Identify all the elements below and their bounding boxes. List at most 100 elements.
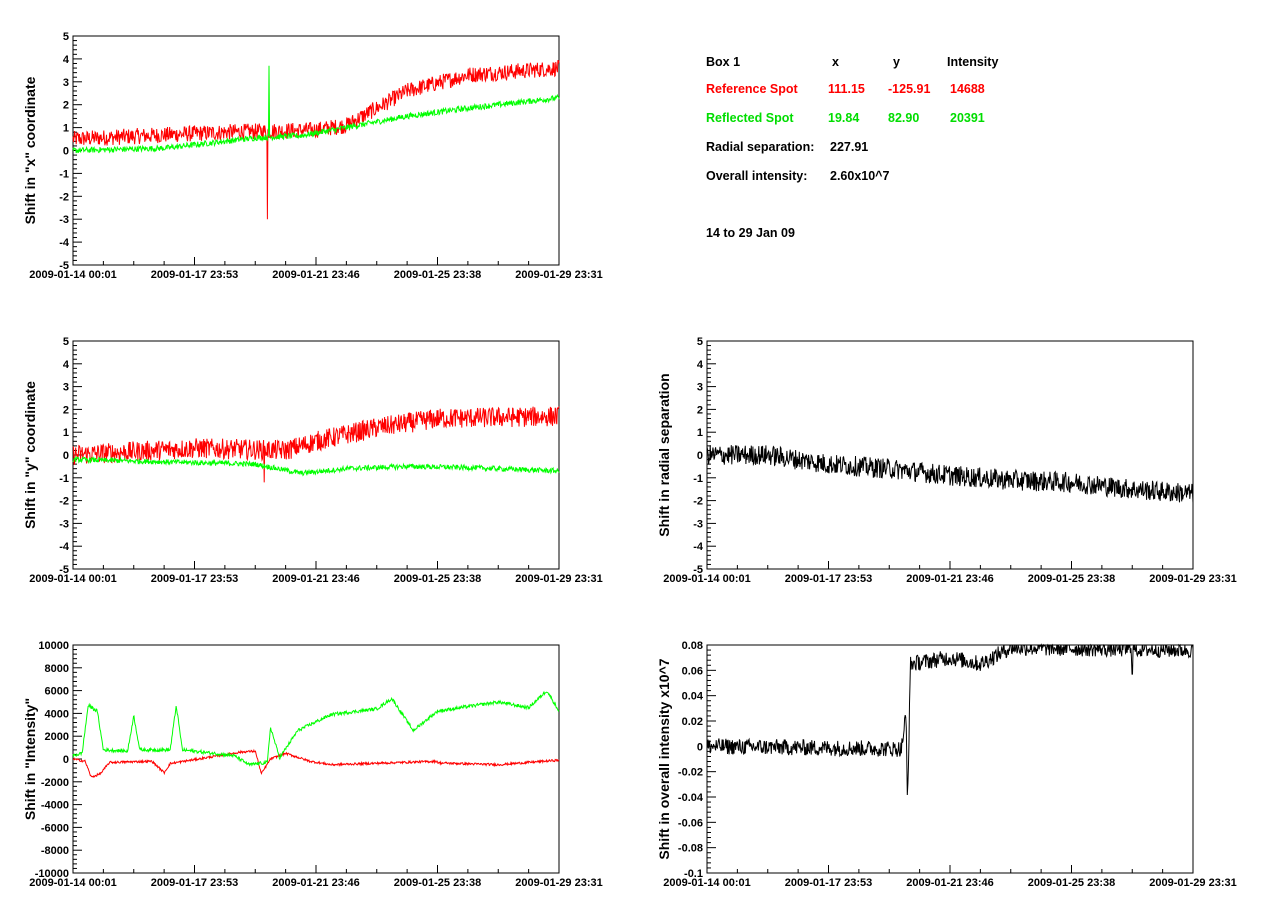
y-tick-label: 0	[697, 741, 703, 753]
chart-overall-intensity-shift: -0.1 -0.08 -0.06 -0.04 -0.02 0 0.02 0.04 0.06 0.0…	[656, 640, 1237, 889]
x-tick-label: 2009-01-14 00:01	[663, 877, 750, 889]
x-tick-label: 2009-01-25 23:38	[1028, 573, 1115, 585]
y-tick-label: 4	[63, 359, 70, 371]
plot-frame	[706, 644, 1194, 874]
y-tick-label: -8000	[41, 845, 69, 857]
series-line-reference	[72, 406, 560, 483]
x-tick-label: 2009-01-14 00:01	[29, 877, 116, 889]
x-tick-label: 2009-01-25 23:38	[1028, 877, 1115, 889]
y-tick-label: 4	[63, 54, 70, 66]
chart-y-shift: -5 -4 -3 -2 -1 0 1 2 3 4 5 2009-01-14 00:01 2009-01-…	[22, 336, 603, 585]
x-tick-label: 2009-01-29 23:31	[1149, 877, 1236, 889]
x-tick-label: 2009-01-29 23:31	[515, 573, 602, 585]
y-tick-label: 5	[63, 336, 69, 348]
reflected-spot-x: 19.84	[828, 111, 860, 125]
y-tick-label: 3	[63, 77, 69, 89]
reference-spot-intensity: 14688	[950, 82, 985, 96]
plot-frame	[72, 644, 560, 874]
reference-spot-y: -125.91	[888, 82, 931, 96]
series-line-reflected	[72, 455, 560, 477]
y-tick-label: 8000	[45, 663, 69, 675]
y-tick-label: 2	[63, 404, 69, 416]
x-tick-label: 2009-01-29 23:31	[1149, 573, 1236, 585]
x-tick-label: 2009-01-25 23:38	[394, 269, 481, 281]
y-tick-label: 1	[63, 123, 69, 135]
y-tick-label: -2000	[41, 777, 69, 789]
overall-intensity-label: Overall intensity:	[706, 169, 808, 183]
y-tick-label: -2	[59, 496, 69, 508]
y-tick-label: 2	[697, 404, 703, 416]
y-tick-label: -0.02	[678, 767, 703, 779]
y-tick-label: -1	[693, 473, 703, 485]
y-tick-label: -4000	[41, 800, 69, 812]
y-tick-label: -0.08	[678, 843, 703, 855]
x-tick-label: 2009-01-17 23:53	[151, 269, 238, 281]
x-tick-label: 2009-01-21 23:46	[272, 269, 359, 281]
series-line-single	[706, 445, 1194, 503]
info-col-x: x	[832, 55, 839, 69]
reflected-spot-y: 82.90	[888, 111, 920, 125]
y-tick-label: -10000	[35, 868, 69, 880]
series-line-reference	[72, 748, 560, 778]
y-tick-label: -4	[59, 541, 70, 553]
x-tick-label: 2009-01-21 23:46	[906, 877, 993, 889]
x-tick-label: 2009-01-17 23:53	[151, 877, 238, 889]
y-tick-label: 0	[63, 450, 69, 462]
series-line-reference	[72, 60, 560, 220]
reflected-spot-intensity: 20391	[950, 111, 985, 125]
y-tick-label: 2	[63, 100, 69, 112]
radial-separation-value: 227.91	[830, 140, 869, 154]
y-tick-label: -6000	[41, 822, 69, 834]
y-tick-label: -1	[59, 473, 69, 485]
y-tick-label: 0.06	[682, 665, 703, 677]
y-tick-label: -0.06	[678, 817, 703, 829]
y-tick-label: -2	[59, 191, 69, 203]
y-tick-label: -3	[59, 518, 69, 530]
y-tick-label: 4000	[45, 708, 69, 720]
overall-intensity-value: 2.60x10^7	[830, 169, 890, 183]
reference-spot-label: Reference Spot	[706, 82, 798, 96]
chart-radial-shift: -5 -4 -3 -2 -1 0 1 2 3 4 5 2009-01-14 00:01 2009-01-…	[656, 336, 1237, 585]
info-col-y: y	[893, 55, 900, 69]
y-tick-label: 2000	[45, 731, 69, 743]
y-tick-label: -5	[693, 564, 703, 576]
y-tick-label: 0.04	[682, 691, 704, 703]
y-tick-label: -0.04	[678, 792, 704, 804]
x-tick-label: 2009-01-29 23:31	[515, 269, 602, 281]
y-tick-label: 10000	[38, 640, 69, 652]
chart-intensity-shift: -10000 -8000 -6000 -4000 -2000 0 2000 4000 6000 8…	[22, 640, 603, 889]
series-line-reflected	[72, 65, 560, 154]
y-tick-label: -5	[59, 260, 69, 272]
y-axis-title: Shift in radial separation	[656, 373, 672, 536]
x-tick-label: 2009-01-21 23:46	[272, 573, 359, 585]
info-col-intensity: Intensity	[947, 55, 999, 69]
reflected-spot-label: Reflected Spot	[706, 111, 794, 125]
y-tick-label: 0	[697, 450, 703, 462]
y-tick-label: 0	[63, 754, 69, 766]
y-tick-label: -1	[59, 168, 69, 180]
y-tick-label: 3	[63, 382, 69, 394]
y-tick-label: 0.02	[682, 716, 703, 728]
series-line-reflected	[72, 690, 560, 767]
y-tick-label: 6000	[45, 686, 69, 698]
y-tick-label: -4	[59, 237, 70, 249]
y-tick-label: -5	[59, 564, 69, 576]
y-tick-label: 0.08	[682, 640, 703, 652]
y-tick-label: -4	[693, 541, 704, 553]
x-tick-label: 2009-01-17 23:53	[785, 877, 872, 889]
y-tick-label: 3	[697, 382, 703, 394]
y-tick-label: -3	[59, 214, 69, 226]
x-tick-label: 2009-01-25 23:38	[394, 877, 481, 889]
y-axis-title: Shift in "y" coordinate	[22, 381, 38, 529]
y-tick-label: 1	[697, 427, 703, 439]
x-tick-label: 2009-01-21 23:46	[906, 573, 993, 585]
x-tick-label: 2009-01-29 23:31	[515, 877, 602, 889]
y-axis-title: Shift in "Intensity"	[22, 698, 38, 820]
y-tick-label: 0	[63, 146, 69, 158]
chart-x-shift: -5 -4 -3 -2 -1 0 1 2 3 4 5 2009-01-14 00:01 2009-01-…	[22, 31, 603, 281]
y-tick-label: 1	[63, 427, 69, 439]
x-tick-label: 2009-01-14 00:01	[29, 573, 116, 585]
x-tick-label: 2009-01-17 23:53	[151, 573, 238, 585]
y-tick-label: 5	[63, 31, 69, 43]
y-axis-title: Shift in overall intensity x10^7	[656, 658, 672, 859]
